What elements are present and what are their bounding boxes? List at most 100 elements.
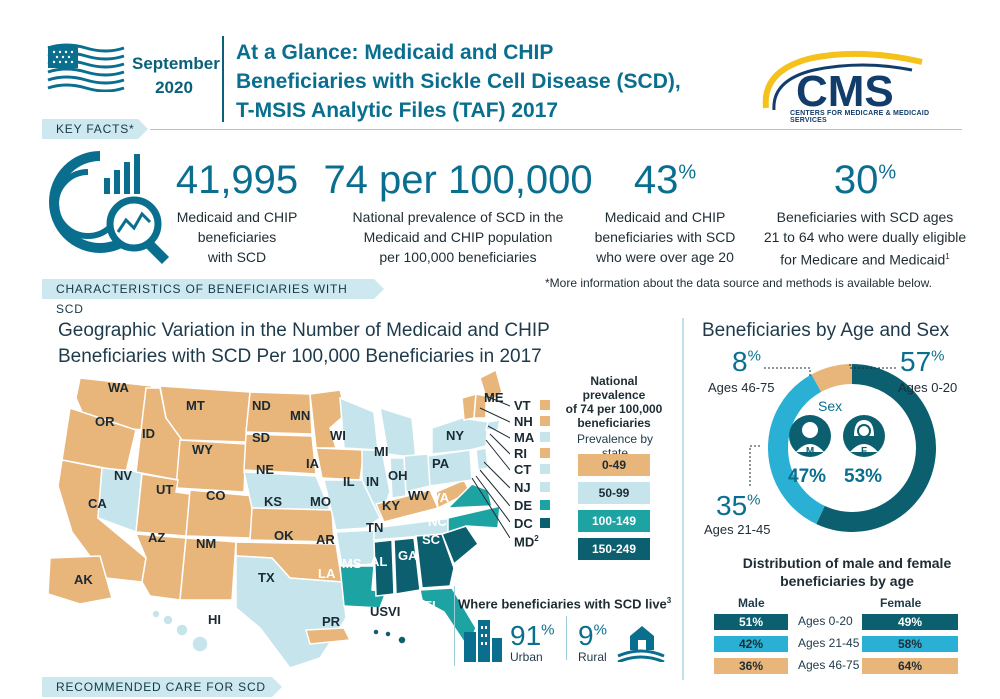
callout-swatch	[540, 500, 550, 510]
state-label-il: IL	[343, 474, 355, 489]
callout-ri: RI	[514, 446, 527, 461]
date-month: September	[132, 54, 220, 73]
key-fact-total-value: 41,995	[175, 158, 299, 202]
key-fact-prevalence: 74 per 100,000 National prevalence of SC…	[318, 158, 598, 267]
legend-item-100-149: 100-149	[578, 510, 650, 532]
male-pct: 47%	[788, 466, 827, 487]
state-label-al: AL	[370, 554, 388, 569]
connector-lines	[749, 364, 896, 486]
key-fact-over-20: 43% Medicaid and CHIP beneficiaries with …	[590, 158, 740, 267]
state-label-fl: FL	[424, 598, 440, 613]
state-label-az: AZ	[148, 530, 166, 545]
male-46-75-bar: 36%	[714, 658, 788, 674]
state-label-nv: NV	[114, 468, 133, 483]
state-label-ny: NY	[446, 428, 465, 443]
callout-swatch	[540, 482, 550, 492]
state-label-ne: NE	[256, 462, 275, 477]
male-0-20-bar: 51%	[714, 614, 788, 630]
key-fact-dual-eligible: 30% Beneficiaries with SCD ages 21 to 64 …	[760, 158, 970, 270]
state-label-nc: NC	[428, 514, 447, 529]
age-0-20-stat: 57%	[900, 346, 945, 377]
state-shape	[373, 539, 395, 597]
key-fact-dual-eligible-label: Beneficiaries with SCD ages 21 to 64 who …	[763, 209, 967, 268]
age-46-75-label: Ages 46-75	[708, 380, 775, 395]
legend-item-0-49: 0-49	[578, 454, 650, 476]
callout-md: MD2	[514, 534, 539, 550]
legend-title: National prevalence of 74 per 100,000 bene…	[565, 374, 663, 430]
state-shape	[446, 483, 493, 509]
state-label-ar: AR	[316, 532, 335, 547]
donut-segment-ages-0-20	[816, 364, 936, 532]
callout-de: DE	[514, 498, 533, 513]
female-21-45-bar: 58%	[862, 636, 958, 652]
state-label-ca: CA	[88, 496, 107, 511]
state-shape	[485, 419, 501, 431]
date-year: 2020	[155, 78, 193, 97]
state-shape	[159, 385, 251, 443]
state-label-co: CO	[206, 488, 226, 503]
state-shape	[473, 393, 487, 419]
state-label-ms: MS	[342, 556, 362, 571]
age-46-75-stat: 8%	[732, 346, 761, 377]
state-label-mn: MN	[290, 408, 311, 423]
rural-stat: 9% Rural	[578, 620, 607, 664]
male-letter: M	[806, 446, 814, 457]
callout-swatch	[540, 518, 550, 528]
donut-segment-ages-21-45	[768, 374, 826, 525]
section-divider	[682, 318, 684, 680]
key-fact-total-label: Medicaid and CHIP beneficiaries with SCD	[176, 209, 298, 265]
state-shape	[245, 391, 313, 435]
title-line-3: T-MSIS Analytic Files (TAF) 2017	[236, 99, 559, 122]
male-21-45-bar: 42%	[714, 636, 788, 652]
age-sex-title: Beneficiaries by Age and Sex	[702, 320, 950, 341]
state-label-oh: OH	[388, 468, 408, 483]
urban-rural-divider	[566, 616, 567, 660]
state-label-wv: WV	[408, 488, 429, 503]
state-shape	[475, 447, 489, 471]
state-label-tx: TX	[258, 570, 275, 585]
key-fact-prevalence-label: National prevalence of SCD in the Medicai…	[352, 209, 564, 265]
state-shape	[179, 537, 237, 601]
state-label-ak: AK	[74, 572, 93, 587]
data-source-note: *More information about the data source …	[545, 276, 932, 290]
live-divider	[454, 586, 455, 666]
key-fact-dual-eligible-value: 30%	[833, 158, 897, 202]
farm-barn-icon	[617, 626, 665, 662]
state-label-ut: UT	[156, 482, 174, 497]
live-title: Where beneficiaries with SCD live3	[458, 596, 672, 612]
state-label-usvi: USVI	[370, 604, 401, 619]
state-label-mt: MT	[186, 398, 205, 413]
callout-ct: CT	[514, 462, 532, 477]
state-label-nd: ND	[252, 398, 271, 413]
sex-label: Sex	[818, 398, 843, 414]
section-key-facts: KEY FACTS*	[42, 119, 148, 139]
section-rule	[150, 129, 962, 130]
state-label-or: OR	[95, 414, 115, 429]
age-donut-chart	[768, 364, 936, 532]
analytics-magnifier-icon	[49, 151, 170, 265]
page-title: At a Glance: Medicaid and CHIP Beneficia…	[236, 38, 746, 125]
title-line-2: Beneficiaries with Sickle Cell Disease (…	[236, 70, 681, 93]
us-flag-icon	[47, 43, 125, 92]
female-avatar-icon: F	[843, 415, 885, 457]
state-label-mi: MI	[374, 444, 389, 459]
state-label-va: VA	[432, 490, 450, 505]
male-column-header: Male	[738, 596, 765, 610]
report-date: September 2020	[132, 52, 220, 100]
state-label-ga: GA	[398, 548, 418, 563]
rural-label: Rural	[578, 650, 607, 664]
donut-segment-ages-46-75	[811, 364, 853, 393]
state-shape	[243, 433, 317, 475]
state-shape	[393, 537, 421, 595]
key-fact-total: 41,995 Medicaid and CHIP beneficiaries wit…	[172, 158, 302, 267]
state-label-wy: WY	[192, 442, 213, 457]
callout-ma: MA	[514, 430, 535, 445]
callout-nj: NJ	[514, 480, 531, 495]
state-label-hi: HI	[208, 612, 221, 627]
state-label-tn: TN	[366, 520, 384, 535]
legend-item-50-99: 50-99	[578, 482, 650, 504]
header-divider	[222, 36, 224, 122]
state-label-in: IN	[366, 474, 379, 489]
state-shape	[335, 529, 377, 567]
state-label-sd: SD	[252, 430, 271, 445]
